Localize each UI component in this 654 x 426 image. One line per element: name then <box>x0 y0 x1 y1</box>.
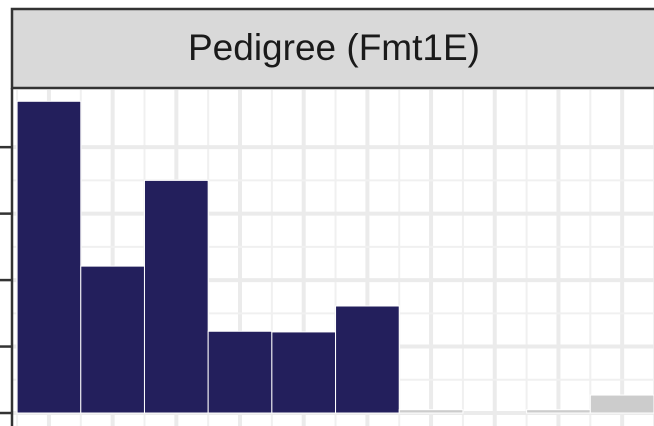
facet-strip <box>10 7 654 90</box>
bar <box>526 409 591 414</box>
bar <box>16 100 82 414</box>
bar <box>143 179 209 414</box>
bars <box>16 100 654 414</box>
bar <box>80 265 145 414</box>
bar <box>271 331 337 414</box>
bar <box>589 394 654 414</box>
facet-title: Pedigree (Fmt1E) <box>188 27 480 68</box>
bar <box>398 409 464 414</box>
bar <box>207 330 273 414</box>
bar <box>335 305 400 414</box>
